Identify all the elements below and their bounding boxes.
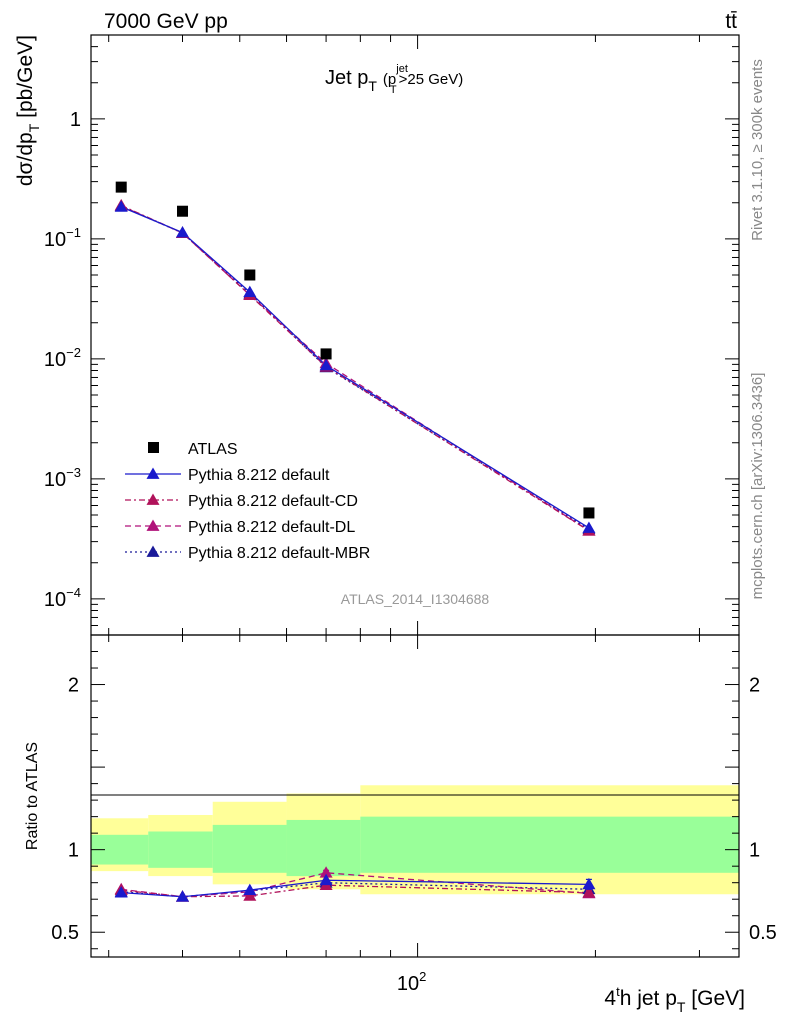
y-tick-label-right: 1 <box>749 840 760 862</box>
atlas-data-point <box>115 181 127 193</box>
ratio-marker <box>319 873 333 886</box>
x-axis-label: 4th jet pT [GeV] <box>604 984 745 1015</box>
legend-label: Pythia 8.212 default-DL <box>188 519 355 536</box>
bottom-frame <box>90 634 740 958</box>
legend-atlas-label: ATLAS <box>188 441 238 458</box>
bottom-panel: 102 0.5 0.5 1 1 2 2 Ratio to ATLAS 4th jet pT … <box>24 634 777 1015</box>
ratio-marker <box>319 866 333 878</box>
top-series-points <box>114 181 596 536</box>
legend-marker <box>146 467 160 479</box>
y-tick-label: 1 <box>70 109 81 131</box>
bottom-axis-ticks: 102 0.5 0.5 1 1 2 2 <box>51 634 777 995</box>
atlas-data-point <box>177 205 189 217</box>
ratio-marker <box>114 886 128 898</box>
header-left: 7000 GeV pp <box>104 10 228 33</box>
series-marker <box>114 200 128 212</box>
stat-uncertainty-band <box>360 816 739 873</box>
atlas-data-point <box>583 507 595 519</box>
stat-uncertainty-band <box>148 831 213 868</box>
top-axis-ticks: 1 10−1 10−2 10−3 10−4 <box>44 34 739 636</box>
top-panel: 1 10−1 10−2 10−3 10−4 Jet pT (pjet T>25 GeV) A… <box>14 34 740 636</box>
ratio-marker <box>243 883 257 895</box>
series-marker <box>319 359 333 371</box>
y-tick-label: 10−4 <box>44 585 81 611</box>
stat-uncertainty-band <box>286 819 361 877</box>
y-tick-label: 10−3 <box>44 465 81 491</box>
bottom-ylabel: Ratio to ATLAS <box>24 742 41 850</box>
uncertainty-bands <box>91 785 739 895</box>
legend-marker <box>146 493 160 505</box>
ratio-series-points <box>114 866 596 902</box>
atlas-data-point <box>244 269 256 281</box>
ratio-marker <box>582 877 596 890</box>
legend-label: Pythia 8.212 default-MBR <box>188 545 370 562</box>
ratio-marker <box>243 889 257 901</box>
mcplots-label: mcplots.cern.ch [arXiv:1306.3436] <box>749 373 766 600</box>
x-tick-label: 102 <box>397 969 426 995</box>
series-marker <box>243 285 257 297</box>
ratio-marker <box>176 890 190 902</box>
legend-label: Pythia 8.212 default <box>188 467 330 484</box>
y-tick-label: 2 <box>68 675 79 697</box>
legend: ATLAS Pythia 8.212 default Pythia 8.212 de… <box>125 441 370 562</box>
y-tick-label: 10−2 <box>44 345 81 371</box>
y-tick-label-right: 2 <box>749 675 760 697</box>
legend-label: Pythia 8.212 default-CD <box>188 493 358 510</box>
atlas-data-point <box>320 348 332 360</box>
analysis-label: ATLAS_2014_I1304688 <box>341 591 490 607</box>
y-tick-label: 10−1 <box>44 225 81 251</box>
top-ylabel: dσ/dpT [pb/GeV] <box>14 35 42 186</box>
legend-atlas-marker <box>148 442 159 453</box>
plot-title: Jet pT (pjet T>25 GeV) <box>325 63 463 96</box>
ratio-marker <box>582 886 596 898</box>
y-tick-label: 0.5 <box>51 922 79 944</box>
y-tick-label: 1 <box>68 840 79 862</box>
series-marker <box>176 226 190 238</box>
series-marker <box>582 521 596 533</box>
legend-marker <box>146 545 160 557</box>
legend-marker <box>146 519 160 531</box>
ratio-line <box>121 872 589 898</box>
stat-uncertainty-band <box>212 824 287 873</box>
y-tick-label-right: 0.5 <box>749 922 777 944</box>
header-right: tt̄ <box>725 10 737 33</box>
rivet-label: Rivet 3.1.10, ≥ 300k events <box>749 59 766 241</box>
